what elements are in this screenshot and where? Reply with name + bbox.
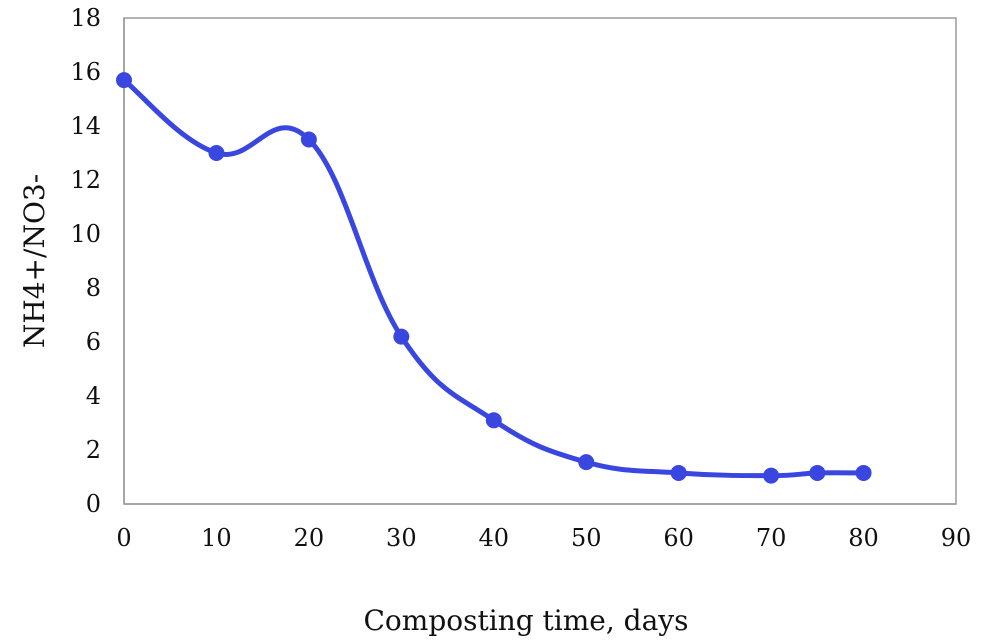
x-tick-label: 40 xyxy=(479,524,510,552)
y-tick-label: 2 xyxy=(86,436,101,464)
y-tick-label: 10 xyxy=(70,220,101,248)
y-tick-labels: 0 2 4 6 8 10 12 14 16 18 xyxy=(70,4,101,518)
y-tick-label: 14 xyxy=(70,112,101,140)
x-tick-label: 90 xyxy=(941,524,972,552)
x-tick-label: 10 xyxy=(201,524,232,552)
x-tick-label: 0 xyxy=(116,524,131,552)
data-point xyxy=(208,145,225,161)
x-tick-label: 50 xyxy=(571,524,602,552)
x-tick-label: 70 xyxy=(756,524,787,552)
data-point xyxy=(300,131,317,148)
y-tick-label: 0 xyxy=(86,490,101,518)
x-tick-label: 80 xyxy=(848,524,879,552)
data-point xyxy=(763,467,780,484)
y-tick-label: 18 xyxy=(70,4,101,32)
data-point xyxy=(578,454,595,471)
data-point xyxy=(855,464,872,481)
x-tick-labels: 0 10 20 30 40 50 60 70 80 90 xyxy=(116,524,971,552)
x-tick-label: 60 xyxy=(663,524,694,552)
data-point xyxy=(809,464,826,481)
x-tick-label: 20 xyxy=(294,524,325,552)
y-axis-title: NH4+/NO3- xyxy=(18,174,51,348)
y-tick-label: 12 xyxy=(70,166,101,194)
data-point xyxy=(485,412,502,429)
y-tick-label: 4 xyxy=(86,382,101,410)
plot-frame xyxy=(123,17,957,505)
data-point xyxy=(116,72,132,89)
y-tick-label: 6 xyxy=(86,328,101,356)
data-points xyxy=(116,72,872,484)
data-point xyxy=(393,328,410,345)
y-tick-label: 16 xyxy=(70,58,101,86)
data-point xyxy=(670,464,687,481)
x-axis-title: Composting time, days xyxy=(364,604,689,637)
y-tick-label: 8 xyxy=(86,274,101,302)
x-tick-label: 30 xyxy=(386,524,417,552)
